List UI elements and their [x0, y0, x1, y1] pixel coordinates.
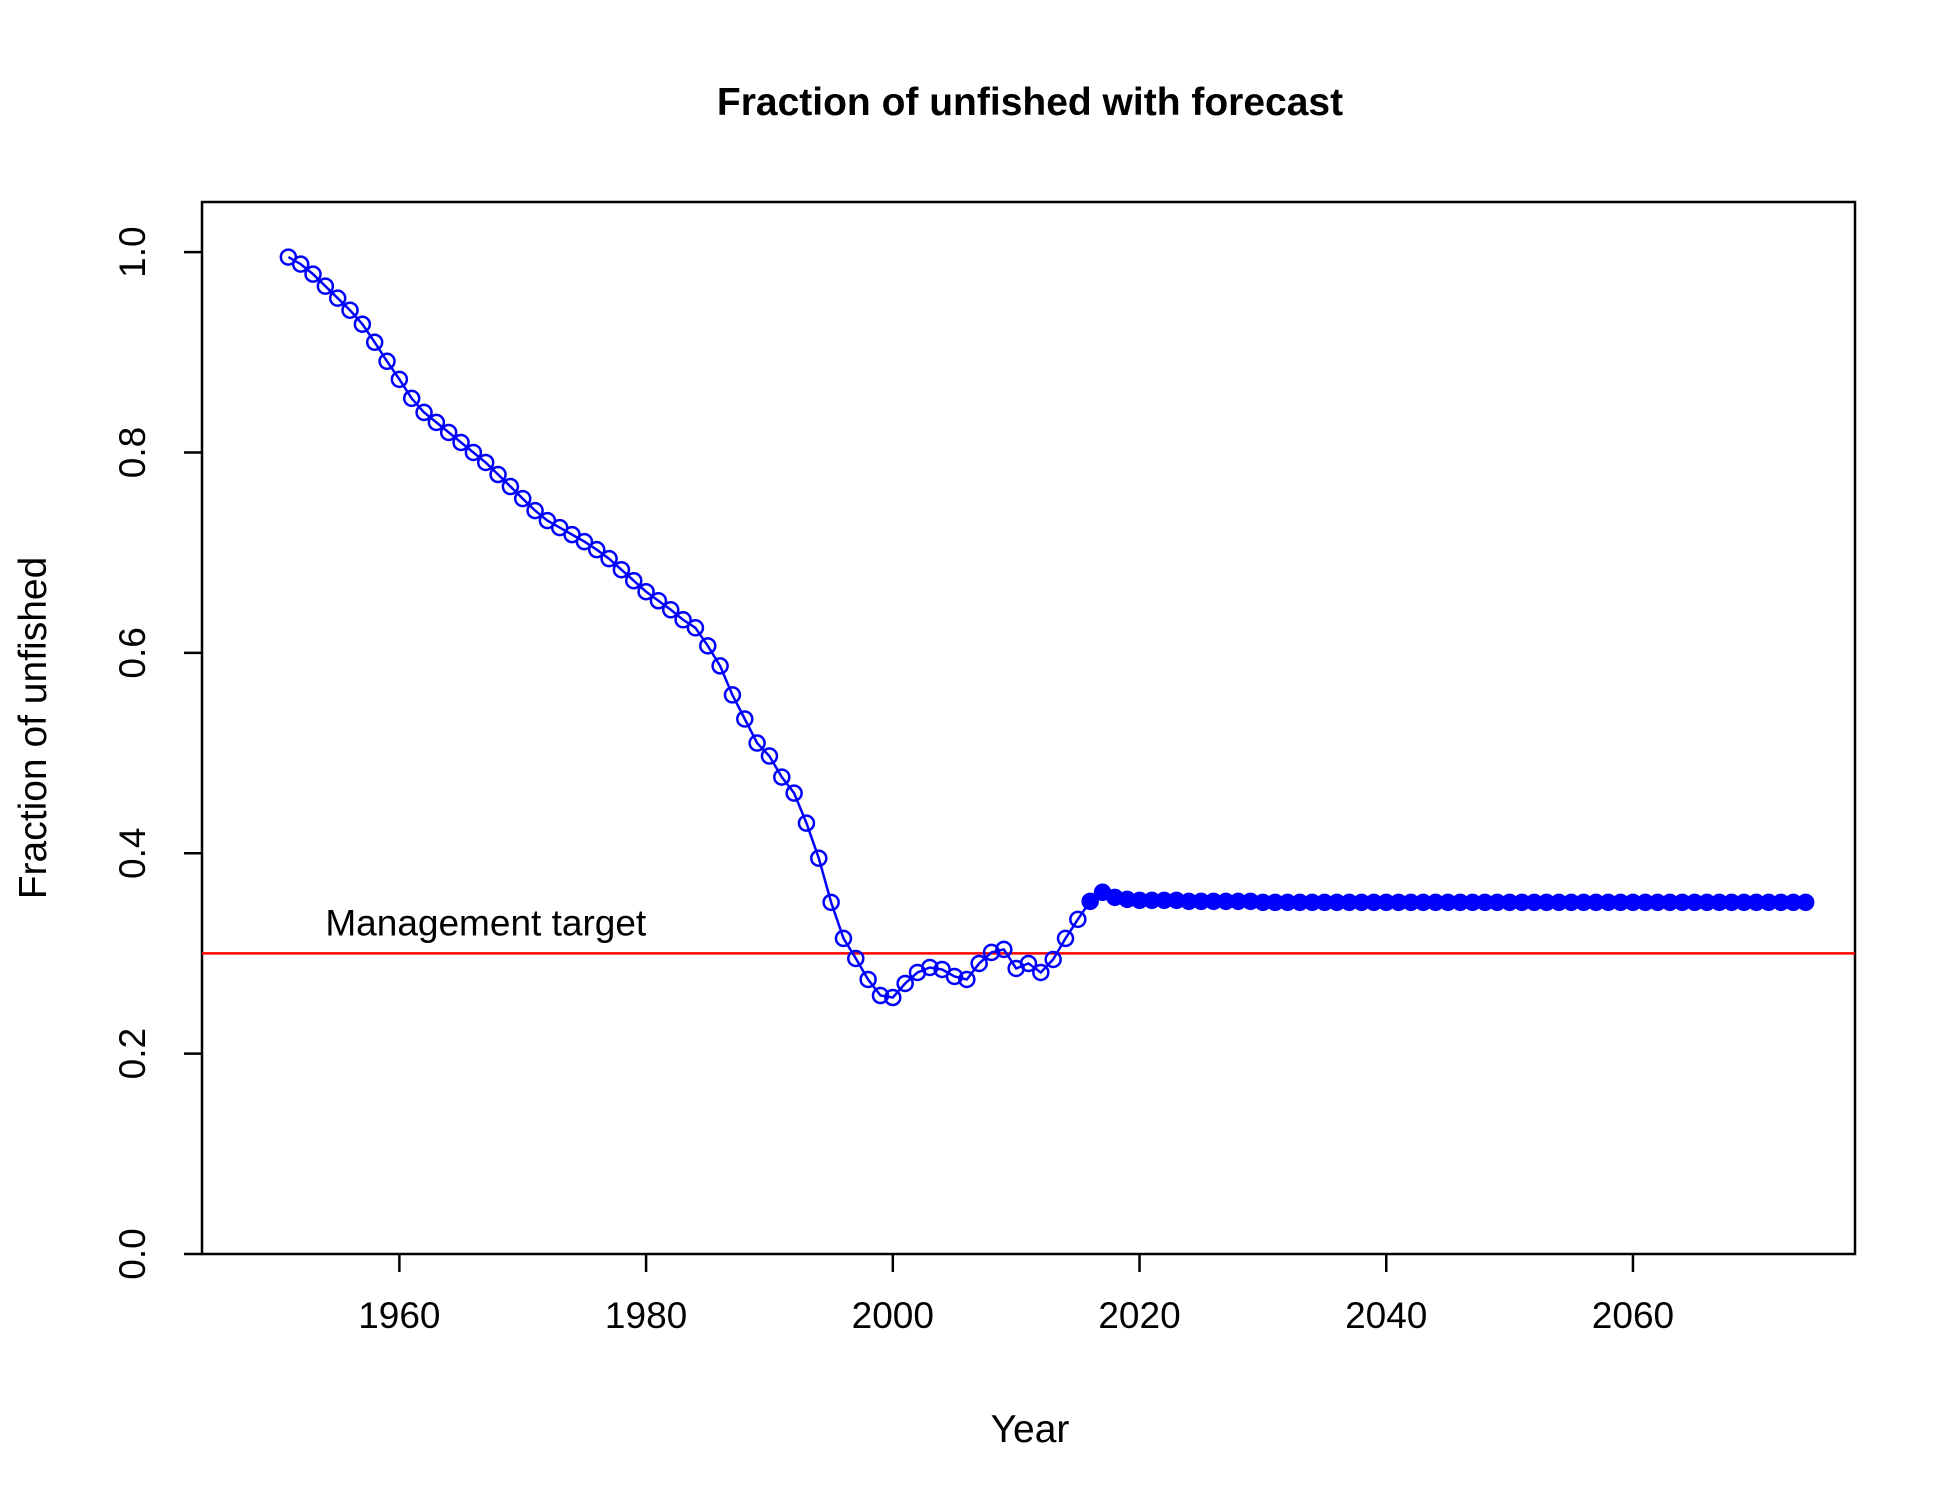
historical-point — [526, 501, 544, 520]
y-tick-label: 0.2 — [112, 1028, 153, 1079]
historical-point — [810, 849, 828, 867]
historical-point — [686, 619, 705, 637]
historical-point — [328, 289, 347, 307]
historical-point — [773, 768, 791, 786]
x-axis-label: Year — [991, 1408, 1070, 1451]
x-tick-label: 2060 — [1592, 1295, 1674, 1336]
management-target-label: Management target — [325, 902, 647, 943]
historical-point — [662, 601, 680, 619]
historical-point — [415, 403, 433, 422]
historical-point — [748, 734, 766, 752]
historical-point — [736, 710, 754, 728]
historical-point — [612, 560, 631, 579]
historical-point — [982, 943, 1001, 962]
historical-point — [785, 784, 803, 802]
historical-point — [797, 814, 816, 832]
chart-title: Fraction of unfished with forecast — [717, 81, 1343, 124]
forecast-point — [1796, 893, 1815, 912]
historical-point — [1019, 954, 1038, 973]
series-group — [279, 248, 1815, 1007]
management-target-group: Management target — [202, 902, 1855, 955]
historical-point — [575, 532, 594, 551]
historical-point — [402, 389, 421, 408]
historical-point — [896, 974, 914, 993]
y-tick-label: 0.4 — [112, 828, 153, 879]
historical-point — [341, 301, 359, 319]
y-tick-label: 0.8 — [112, 427, 153, 478]
historical-point — [353, 315, 372, 333]
historical-point — [464, 443, 483, 462]
historical-point — [847, 949, 865, 968]
historical-point — [1069, 910, 1087, 929]
historical-point — [587, 540, 606, 559]
historical-point — [699, 637, 717, 655]
plot-frame — [200, 200, 1857, 1256]
historical-point — [489, 465, 507, 484]
historical-point — [970, 954, 988, 973]
historical-point — [958, 970, 976, 989]
historical-point — [834, 929, 853, 948]
historical-point — [921, 958, 939, 977]
x-tick-label: 1960 — [358, 1295, 440, 1336]
x-tick-label: 2040 — [1345, 1295, 1427, 1336]
historical-point — [859, 970, 877, 989]
historical-point — [945, 967, 964, 986]
historical-point — [452, 433, 470, 452]
y-axis-label: Fraction of unfished — [12, 557, 55, 900]
historical-point — [649, 592, 668, 610]
x-tick-label: 2000 — [852, 1295, 934, 1336]
historical-point — [316, 277, 335, 295]
historical-point — [884, 988, 902, 1007]
x-tick-label: 2020 — [1098, 1295, 1180, 1336]
forecast-point — [1081, 892, 1099, 911]
historical-point — [476, 453, 495, 472]
historical-point — [390, 370, 409, 389]
historical-point — [674, 611, 692, 629]
series-line — [287, 256, 1806, 999]
historical-point — [600, 549, 618, 568]
historical-point — [1032, 963, 1050, 982]
historical-point — [291, 255, 310, 273]
historical-point — [995, 940, 1013, 959]
axes: 1960 1980 2000 2020 2040 2060 0.0 0.2 0.4 0.6 0.8 1… — [112, 226, 1674, 1336]
historical-point — [501, 477, 520, 496]
historical-point — [625, 571, 643, 590]
historical-point — [760, 747, 779, 765]
historical-point — [871, 986, 890, 1005]
historical-point — [723, 686, 742, 704]
historical-point — [427, 413, 446, 432]
historical-point — [637, 582, 655, 601]
x-tick-label: 1980 — [605, 1295, 687, 1336]
historical-point — [378, 352, 396, 371]
historical-point — [822, 893, 840, 912]
y-tick-label: 0.6 — [112, 627, 153, 678]
historical-point — [304, 265, 322, 283]
y-tick-label: 0.0 — [112, 1228, 153, 1279]
historical-point — [1044, 950, 1062, 969]
y-tick-label: 1.0 — [112, 226, 153, 277]
historical-point — [439, 423, 458, 442]
historical-point — [365, 333, 384, 352]
historical-point — [1056, 929, 1075, 948]
historical-point — [711, 657, 729, 675]
historical-point — [513, 489, 532, 508]
